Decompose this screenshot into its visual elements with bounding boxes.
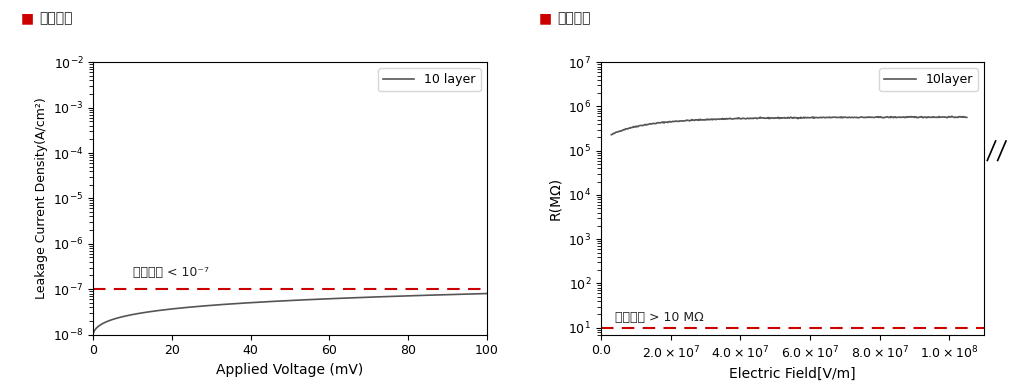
- Legend: 10 layer: 10 layer: [378, 68, 481, 91]
- Text: 연구목표 > 10 MΩ: 연구목표 > 10 MΩ: [614, 311, 703, 324]
- Text: ■: ■: [539, 12, 556, 26]
- Legend: 10layer: 10layer: [880, 68, 978, 91]
- Text: 전류특성: 전류특성: [39, 12, 73, 26]
- Y-axis label: Leakage Current Density(A/cm²): Leakage Current Density(A/cm²): [34, 98, 48, 299]
- Text: 연구목표 < 10⁻⁷: 연구목표 < 10⁻⁷: [133, 266, 208, 279]
- Text: 절연저항: 절연저항: [557, 12, 591, 26]
- Text: ■: ■: [21, 12, 38, 26]
- X-axis label: Electric Field[V/m]: Electric Field[V/m]: [729, 366, 856, 380]
- Y-axis label: R(MΩ): R(MΩ): [549, 177, 563, 220]
- X-axis label: Applied Voltage (mV): Applied Voltage (mV): [217, 363, 364, 377]
